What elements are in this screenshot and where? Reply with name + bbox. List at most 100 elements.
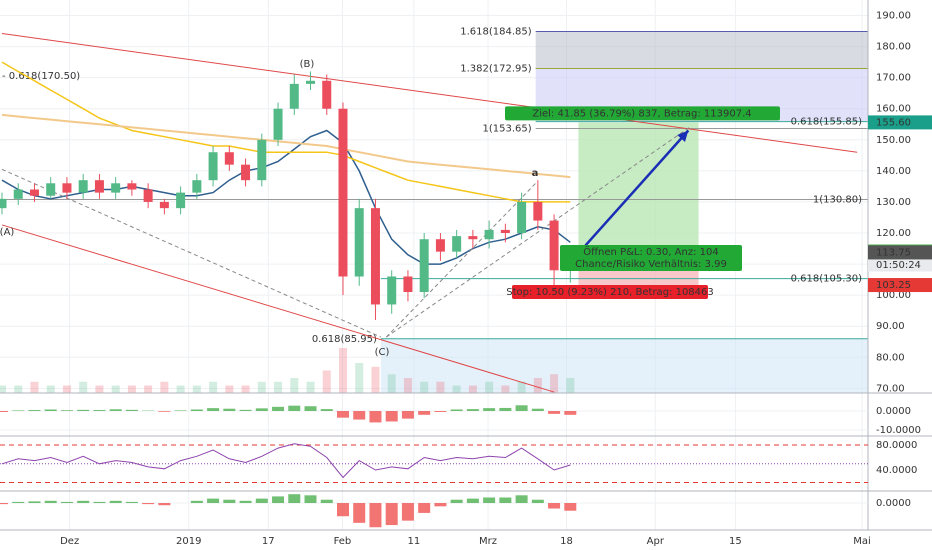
histogram-bar [288, 405, 301, 411]
trendline [1, 33, 858, 153]
histogram-bar [109, 500, 122, 504]
histogram-bar [77, 409, 90, 411]
histogram-bar [77, 500, 90, 504]
target-label: Ziel: 41.85 (36.79%) 837, Betrag: 113907… [532, 108, 751, 119]
candle-body [111, 183, 121, 193]
volume-bar [62, 385, 71, 393]
pane-tick-label: 0.0000 [876, 498, 911, 509]
candle-body [143, 189, 153, 202]
y-tick-label: 140.00 [876, 166, 911, 177]
candle-body [370, 208, 380, 305]
histogram-bar [109, 409, 122, 411]
histogram-bar [304, 495, 317, 504]
histogram-bar [0, 503, 8, 505]
candle-body [241, 164, 251, 181]
fib-zone [535, 31, 868, 69]
histogram-bar [28, 501, 41, 504]
fib-label: - 0.618(170.50) [2, 71, 80, 82]
arrow-head [677, 130, 689, 143]
volume-bar [241, 385, 250, 393]
volume-bar [0, 385, 6, 393]
x-tick-label: 2019 [176, 536, 201, 547]
histogram-bar [190, 409, 203, 411]
histogram-bar [12, 410, 25, 411]
volume-bar [14, 385, 23, 393]
histogram-bar [531, 499, 544, 504]
candle-body [452, 236, 462, 252]
volume-bar [485, 381, 494, 393]
histogram-bar [207, 498, 220, 504]
histogram-bar [450, 409, 463, 411]
fib-label: 1(130.80) [813, 194, 862, 205]
histogram-bar [304, 406, 317, 411]
trendline [1, 168, 382, 338]
volume-bar [306, 381, 315, 393]
histogram-bar [434, 503, 447, 507]
wave-label: (C) [375, 347, 390, 358]
histogram-bar [60, 410, 73, 411]
histogram-bar [12, 501, 25, 504]
stop-label: Stop: 10.50 (9.23%) 210, Betrag: 108463 [506, 287, 714, 298]
candle-body [78, 180, 88, 193]
x-tick-label: 17 [262, 536, 275, 547]
y-tick-label: 130.00 [876, 197, 911, 208]
x-tick-label: Feb [334, 536, 352, 547]
histogram-bar [190, 500, 203, 504]
histogram-bar [353, 503, 366, 523]
candle-body [257, 139, 267, 181]
histogram-bar [255, 408, 268, 411]
histogram-bar [515, 495, 528, 504]
volume-bar [436, 381, 445, 393]
y-tick-label: 70.00 [876, 383, 905, 394]
histogram-bar [418, 503, 431, 513]
trendline [1, 224, 555, 393]
candle-body [306, 80, 316, 84]
volume-bar [387, 374, 396, 393]
wave-label: a [532, 168, 539, 179]
fib-zone [380, 338, 868, 393]
candle-body [403, 276, 413, 293]
histogram-bar [60, 501, 73, 504]
trendline [386, 126, 690, 338]
candle-body [46, 183, 56, 196]
candle-body [289, 83, 299, 109]
histogram-bar [158, 411, 171, 412]
candle-body [517, 201, 527, 234]
histogram-bar [0, 411, 8, 412]
stop-label-box [512, 285, 708, 300]
histogram-bar [401, 503, 414, 521]
histogram-bar [564, 503, 577, 511]
candle-body [354, 208, 364, 277]
histogram-bar [125, 409, 138, 411]
y-tick-label: 120.00 [876, 228, 911, 239]
candle-body [94, 180, 104, 193]
histogram-bar [353, 411, 366, 420]
countdown-box [868, 258, 932, 272]
fib-label: 0.618(105.30) [791, 274, 863, 285]
histogram-bar [44, 500, 57, 504]
y-tick-label: 150.00 [876, 135, 911, 146]
open-label: Öffnen P&L: 0.30, Anz: 104 [583, 245, 718, 258]
volume-bar [176, 385, 185, 393]
countdown: 01:50:24 [876, 260, 921, 271]
price-label-box [868, 245, 932, 260]
y-tick-label: 180.00 [876, 42, 911, 53]
volume-bar [338, 348, 347, 393]
rsi-tick-label: 80.0000 [876, 440, 917, 451]
rsi-tick-label: 40.0000 [876, 465, 917, 476]
y-tick-label: 90.00 [876, 321, 905, 332]
y-tick-label: 80.00 [876, 352, 905, 363]
histogram-bar [93, 501, 106, 504]
trendline [385, 182, 537, 338]
histogram-bar [499, 407, 512, 411]
volume-bar [46, 385, 55, 393]
trendline [584, 129, 690, 247]
candle-body [419, 239, 429, 293]
candle-body [176, 192, 186, 209]
histogram-bar [483, 408, 496, 411]
candle-body [13, 189, 23, 199]
x-tick-label: 11 [408, 536, 421, 547]
fib-label: 1.382(172.95) [460, 64, 532, 75]
histogram-bar [223, 499, 236, 504]
moving-average [1, 113, 571, 179]
